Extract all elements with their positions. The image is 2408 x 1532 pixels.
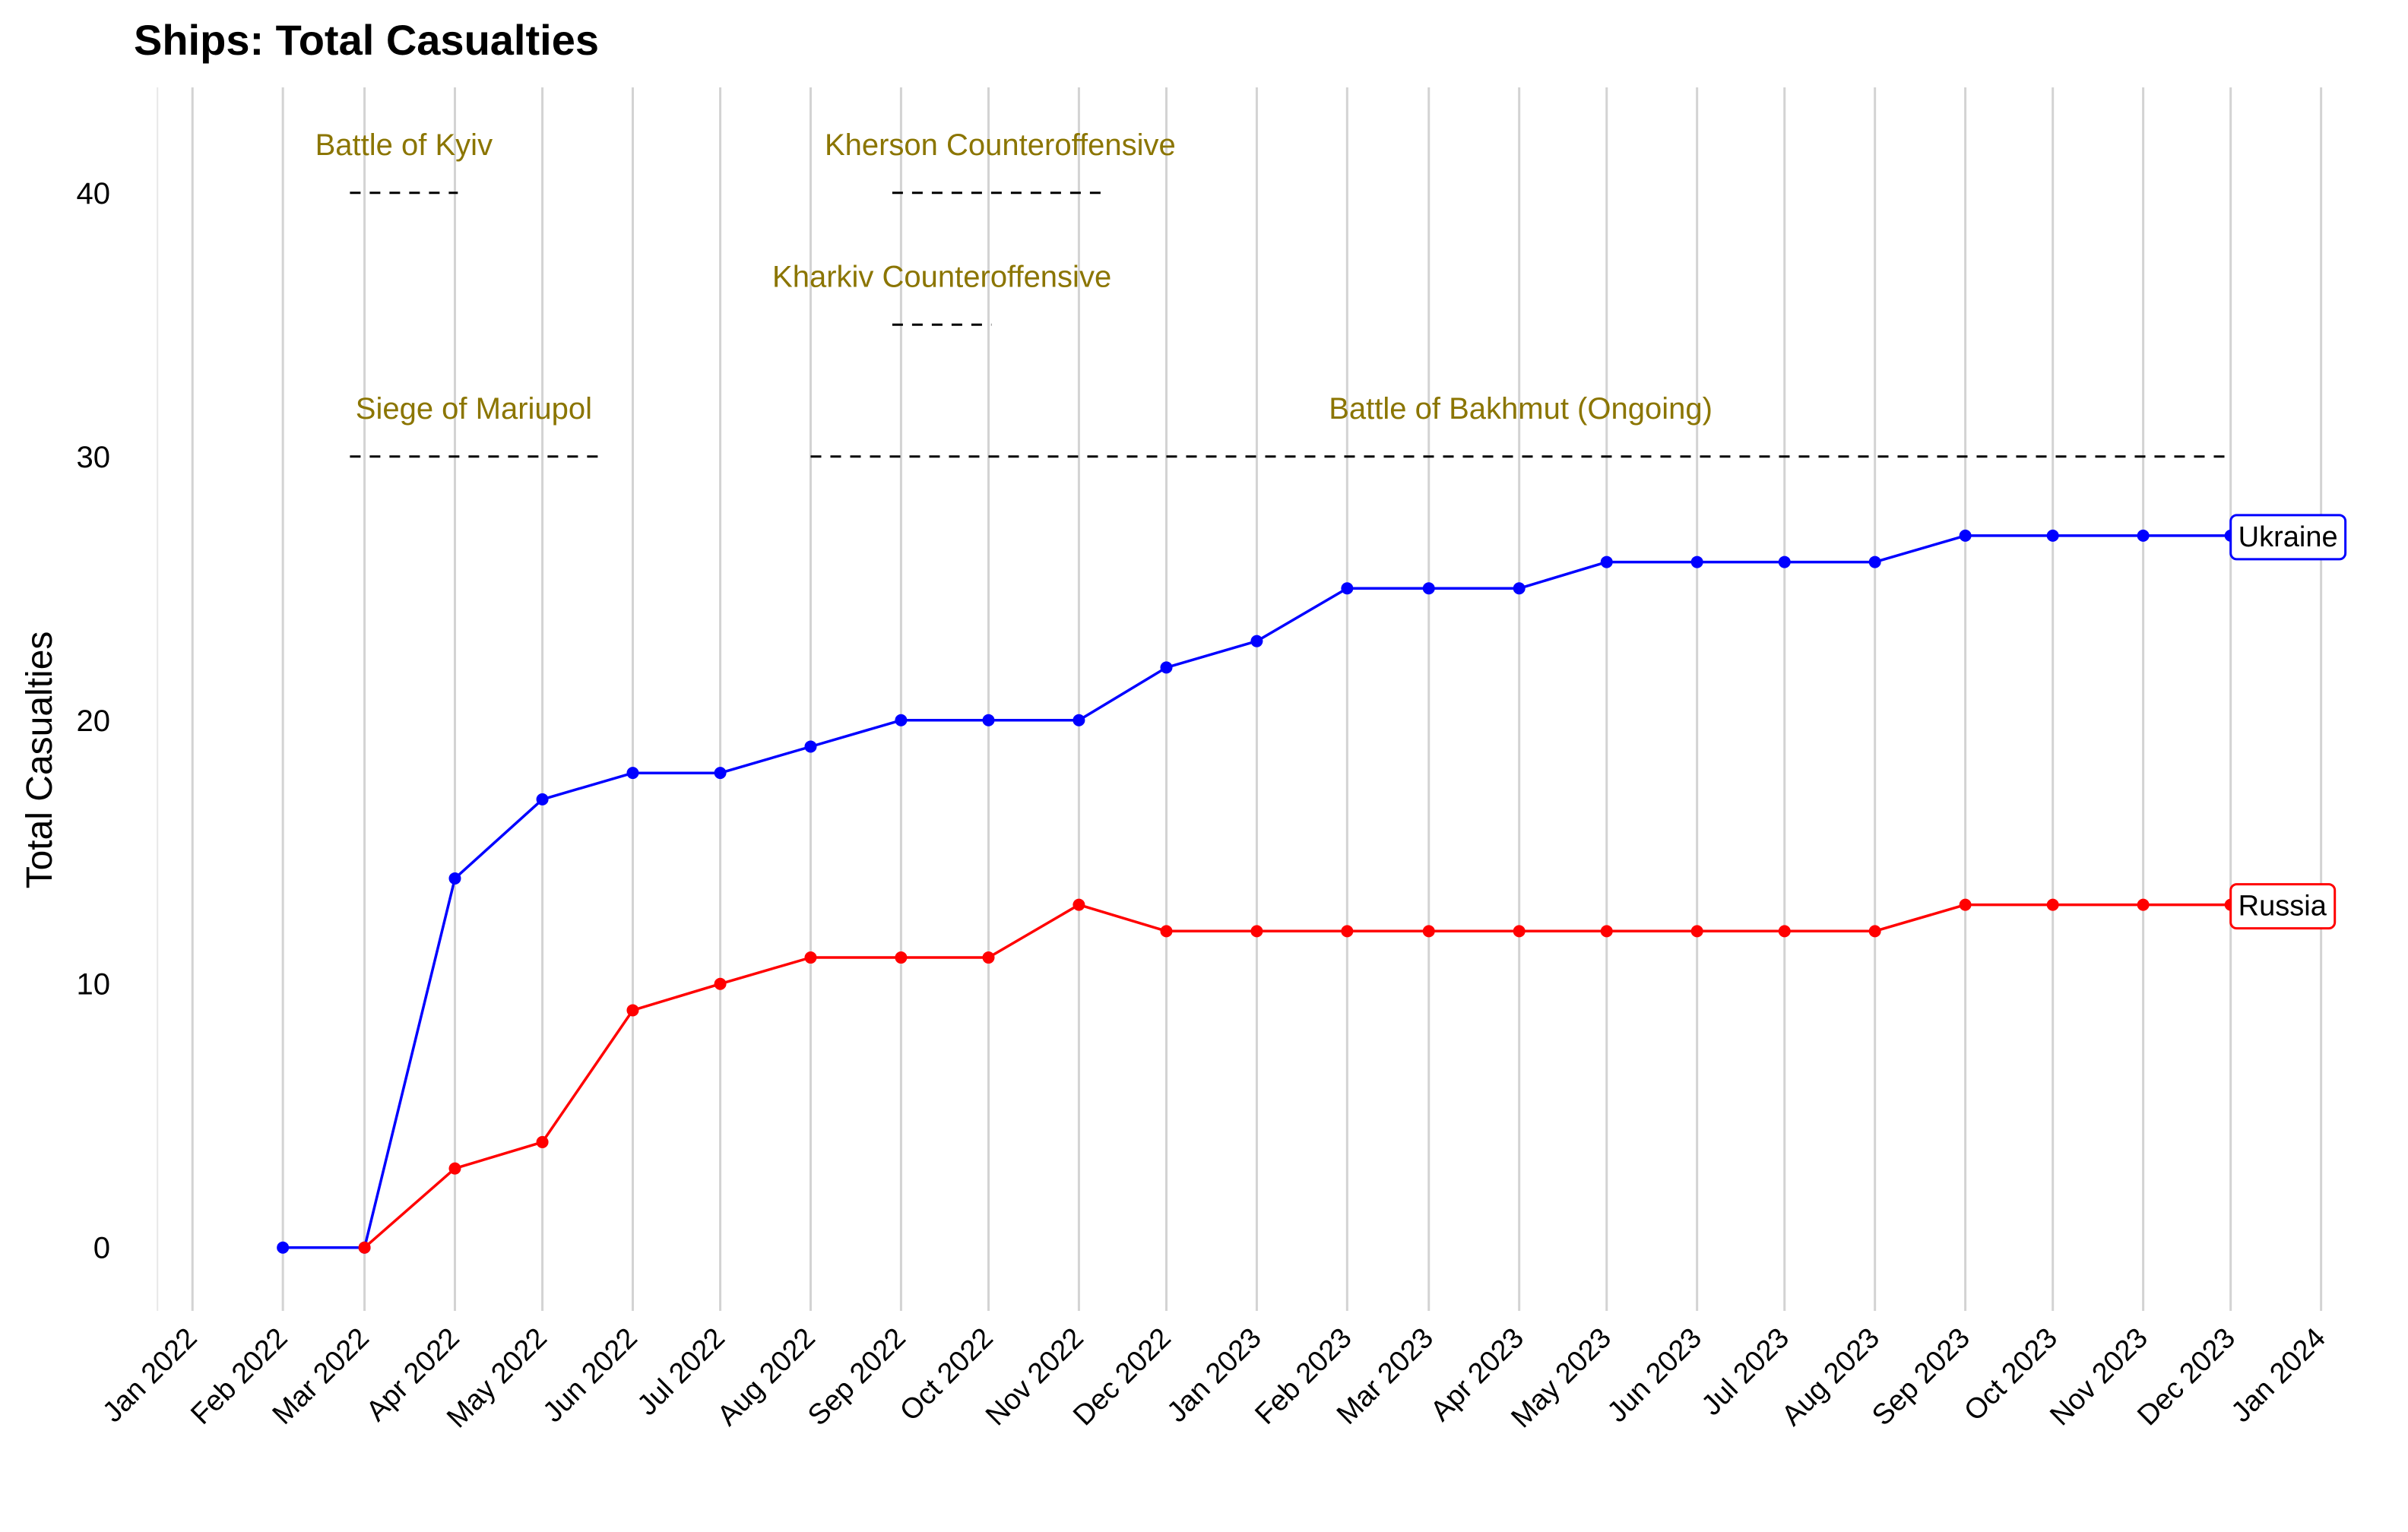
data-point (2137, 898, 2150, 911)
data-point (2046, 529, 2059, 542)
data-point (277, 1241, 290, 1254)
data-point (358, 1241, 371, 1254)
data-point (1690, 556, 1703, 568)
series-line-russia (363, 903, 2231, 1249)
x-tick-label: Jun 2023 (1602, 1322, 1708, 1429)
chart-title: Ships: Total Casualties (134, 16, 599, 64)
data-point (895, 951, 908, 964)
data-point (1959, 529, 1972, 542)
x-tick-label: Aug 2022 (711, 1322, 822, 1432)
data-point (1868, 925, 1881, 938)
event-label: Siege of Mariupol (356, 392, 592, 426)
data-point (804, 740, 817, 753)
x-tick-label: Dec 2023 (2131, 1322, 2242, 1432)
data-point (1160, 661, 1173, 674)
data-point (448, 872, 461, 885)
data-point (714, 767, 727, 780)
data-point (1422, 582, 1435, 595)
x-tick-label: Dec 2022 (1067, 1322, 1177, 1432)
data-point (1422, 925, 1435, 938)
series-end-label-text: Ukraine (2238, 521, 2338, 553)
data-point (448, 1162, 461, 1175)
y-tick-label: 0 (93, 1232, 110, 1265)
series-end-label-box (2229, 514, 2347, 561)
data-point (982, 951, 995, 964)
data-point (1690, 925, 1703, 938)
data-point (1600, 925, 1613, 938)
data-point (1341, 582, 1354, 595)
annotation-layer: Battle of Kyiv Kherson Counteroffensive Kh… (315, 128, 2231, 458)
x-tick-label: Sep 2023 (1866, 1322, 1976, 1432)
x-tick-label: Sep 2022 (802, 1322, 912, 1432)
data-point (1073, 714, 1085, 726)
event-label: Battle of Kyiv (315, 128, 493, 162)
series-end-label-russia: Russia (2229, 883, 2337, 930)
data-point (1513, 582, 1526, 595)
data-point (1600, 556, 1613, 568)
data-point (536, 793, 549, 806)
data-point (1868, 556, 1881, 568)
x-tick-label: Jan 2023 (1161, 1322, 1268, 1429)
series-layer: Ukraine Russia (277, 514, 2347, 1254)
data-point (626, 1004, 639, 1017)
data-point (536, 1135, 549, 1148)
y-tick-label: 40 (77, 177, 111, 210)
x-tick-label: Jan 2024 (2226, 1322, 2332, 1429)
data-point (1160, 925, 1173, 938)
event-label: Kharkiv Counteroffensive (772, 260, 1111, 293)
x-tick-label: Aug 2023 (1776, 1322, 1886, 1432)
data-point (1073, 898, 1085, 911)
y-tick-label: 20 (77, 704, 111, 738)
data-point (895, 714, 908, 726)
event-label: Kherson Counteroffensive (825, 128, 1176, 162)
series-end-label-text: Russia (2238, 891, 2327, 923)
series-end-label-box (2229, 883, 2337, 930)
data-point (1513, 925, 1526, 938)
series-end-label-ukraine: Ukraine (2229, 514, 2347, 561)
data-point (714, 977, 727, 990)
data-point (982, 714, 995, 726)
x-tick-label: Jan 2022 (97, 1322, 203, 1429)
y-tick-label: 10 (77, 968, 111, 1002)
data-point (626, 767, 639, 780)
grid-layer (157, 87, 2323, 1311)
data-point (1341, 925, 1354, 938)
data-point (1778, 556, 1791, 568)
data-point (804, 951, 817, 964)
data-point (2046, 898, 2059, 911)
data-point (1250, 635, 1263, 647)
y-axis-label: Total Casualties (20, 631, 60, 889)
data-point (1250, 925, 1263, 938)
event-label: Battle of Bakhmut (Ongoing) (1329, 392, 1713, 426)
x-tick-label: Jun 2022 (537, 1322, 644, 1429)
data-point (2137, 529, 2150, 542)
y-tick-label: 30 (77, 441, 111, 474)
data-point (1778, 925, 1791, 938)
data-point (1959, 898, 1972, 911)
